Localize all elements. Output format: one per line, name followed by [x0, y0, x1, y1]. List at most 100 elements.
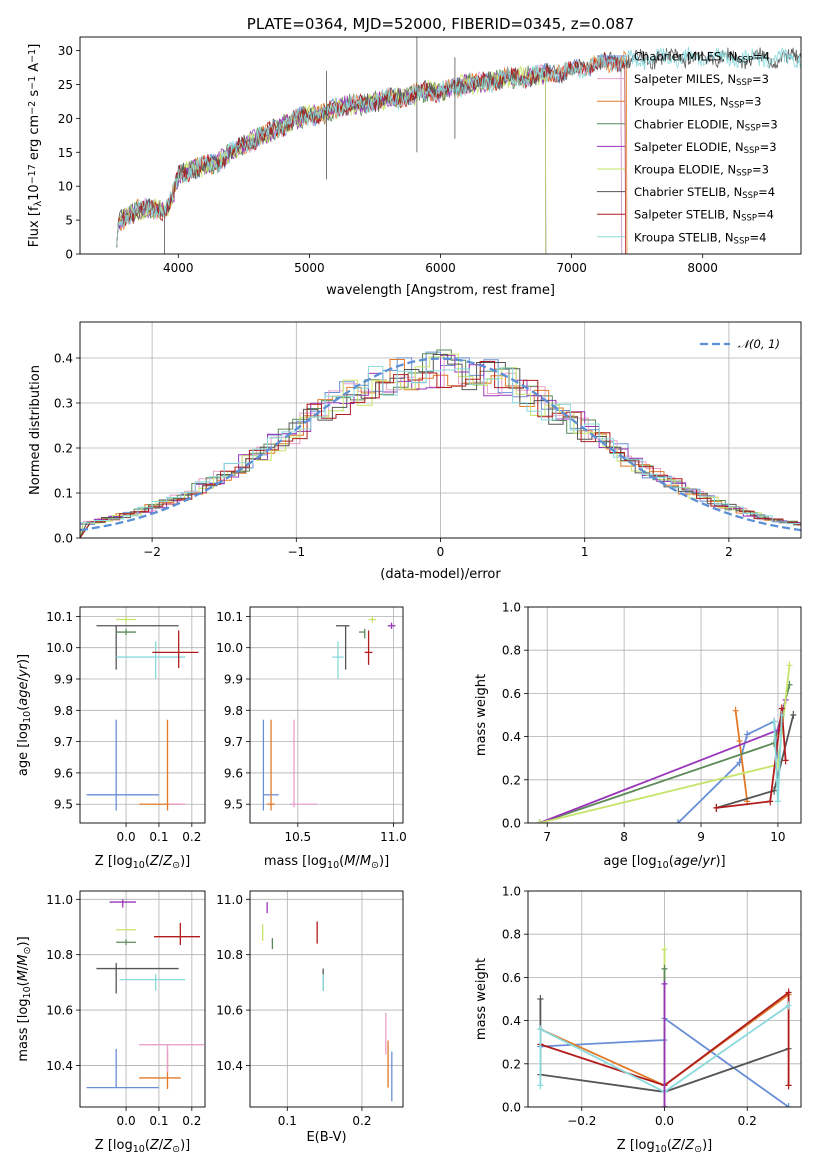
- legend-suffix: =4: [753, 50, 770, 64]
- axes-frame: [79, 36, 802, 255]
- label-part: Z [log: [617, 1138, 655, 1153]
- legend-subscript: SSP: [729, 101, 745, 111]
- legend-suffix: =3: [752, 163, 769, 177]
- y-tick-label: 0.8: [502, 928, 521, 942]
- label-part: M: [16, 970, 31, 981]
- label-part: ⊙: [371, 860, 379, 871]
- label-part: ⊙: [172, 1144, 180, 1155]
- label-part: (: [667, 1138, 672, 1153]
- histogram-series: [80, 349, 801, 538]
- spectrum-line: [116, 65, 547, 254]
- label-part: (: [16, 706, 31, 711]
- plot-area-weight_vs_Z: [537, 945, 792, 1107]
- y-tick-label: 0.2: [54, 442, 73, 456]
- x-tick-label: 7000: [556, 261, 587, 275]
- label-part: Z: [149, 1138, 160, 1153]
- legend-label: 𝒩(0, 1): [738, 337, 780, 351]
- weight-marker: [785, 988, 792, 997]
- weight-series: [536, 661, 793, 823]
- axes-frame: [79, 606, 206, 824]
- y-tick-label: 15: [58, 146, 73, 160]
- legend-label: Chabrier STELIB, NSSP=4: [634, 185, 775, 201]
- axes-weight_vs_Z: −0.2 0.0 0.20.00.20.40.60.81.0Z [log10(Z/Z…: [474, 885, 802, 1155]
- plot-area-mass_vs_EBV: [262, 902, 393, 1102]
- weight-marker: [778, 711, 785, 719]
- weight-marker: [661, 945, 668, 954]
- weight-marker: [744, 730, 751, 739]
- errorbar-point: [86, 719, 159, 811]
- y-tick-label: 9.8: [224, 704, 243, 718]
- errorbar-point: [154, 922, 201, 945]
- label-part: )]: [702, 1138, 712, 1153]
- legend-label: Kroupa MILES, NSSP=3: [634, 95, 761, 111]
- weight-series: [536, 695, 789, 823]
- weight-marker: [774, 797, 781, 806]
- y-tick-label: 10.6: [216, 1004, 243, 1018]
- axes-mass_vs_EBV: 0.1 0.2 10.4 10.6 10.8 11.0: [216, 890, 404, 1128]
- label-part: −17: [27, 164, 38, 184]
- weight-marker: [771, 717, 778, 726]
- x-tick-label: −2: [143, 545, 161, 559]
- axes-age_vs_Z: 0.0 0.1 0.29.59.69.79.89.910.010.1Z [log10…: [16, 606, 206, 871]
- y-tick-label: 10.4: [46, 1059, 73, 1073]
- y-tick-label: 0.0: [502, 1101, 521, 1115]
- label-part: (: [669, 854, 674, 869]
- weight-marker: [536, 819, 543, 823]
- legend-subscript: SSP: [734, 237, 750, 247]
- weight-marker: [785, 1081, 792, 1090]
- y-tick-label: 0.1: [54, 487, 73, 501]
- y-tick-label: 0: [65, 248, 73, 262]
- label-part: (: [339, 854, 344, 869]
- label-part: /: [16, 676, 31, 681]
- y-axis-label: mass [log10(M/M⊙)]: [16, 936, 33, 1061]
- weight-marker: [771, 739, 778, 748]
- x-tick-label: 11.0: [380, 830, 407, 844]
- errorbar-point: [267, 719, 275, 811]
- label-part: Z: [684, 1138, 695, 1153]
- y-tick-label: 10.0: [216, 641, 243, 655]
- legend-subscript: SSP: [736, 169, 752, 179]
- label-part: )]: [715, 854, 725, 869]
- weight-marker: [767, 797, 774, 806]
- y-axis-label: age [log10(age/yr)]: [16, 654, 33, 776]
- legend-suffix: =3: [761, 117, 778, 131]
- label-part: 10: [133, 860, 145, 871]
- x-tick-label: 0.1: [278, 1114, 297, 1128]
- errorbar-point: [368, 616, 377, 623]
- weight-series: [661, 979, 668, 1107]
- y-tick-label: 10.6: [46, 1004, 73, 1018]
- x-axis-label: wavelength [Angstrom, rest frame]: [326, 283, 555, 298]
- label-part: s: [27, 90, 42, 101]
- axes-spectrum: 4000 5000 6000 7000 8000 0 5 10 15 20 25 30 PLATE=03…: [27, 15, 802, 298]
- legend-label: Chabrier ELODIE, NSSP=3: [634, 117, 778, 133]
- label-part: )]: [180, 854, 190, 869]
- errorbar-point: [387, 622, 396, 629]
- label-part: /: [681, 1138, 686, 1153]
- axes-frame: [527, 606, 802, 824]
- x-tick-label: 8000: [687, 261, 718, 275]
- x-tick-label: 10: [770, 830, 785, 844]
- errorbar-point: [86, 1048, 159, 1089]
- label-part: Z [log: [95, 1138, 133, 1153]
- plot-area-age_vs_mass: [262, 616, 396, 811]
- legend-text: Salpeter MILES, N: [634, 72, 736, 86]
- label-part: )]: [379, 854, 389, 869]
- label-part: (: [145, 854, 150, 869]
- errorbar-point: [109, 899, 136, 908]
- legend-label: Chabrier MILES, NSSP=4: [634, 50, 770, 66]
- histogram-series: [80, 354, 801, 538]
- errorbar-point: [290, 719, 317, 808]
- y-axis-label: mass weight: [474, 958, 489, 1040]
- spectrum-line: [116, 65, 547, 254]
- label-part: Z: [149, 854, 160, 869]
- label-part: ⊙: [172, 860, 180, 871]
- y-tick-label: 0.6: [502, 687, 521, 701]
- x-axis-label: (data-model)/error: [380, 567, 501, 582]
- y-tick-label: 0.4: [54, 352, 73, 366]
- y-tick-label: 25: [58, 78, 73, 92]
- histogram-series: [80, 361, 801, 538]
- y-tick-label: 10.1: [216, 610, 243, 624]
- weight-marker: [661, 979, 668, 988]
- y-tick-label: 0.6: [502, 971, 521, 985]
- x-tick-label: 0.2: [182, 1114, 201, 1128]
